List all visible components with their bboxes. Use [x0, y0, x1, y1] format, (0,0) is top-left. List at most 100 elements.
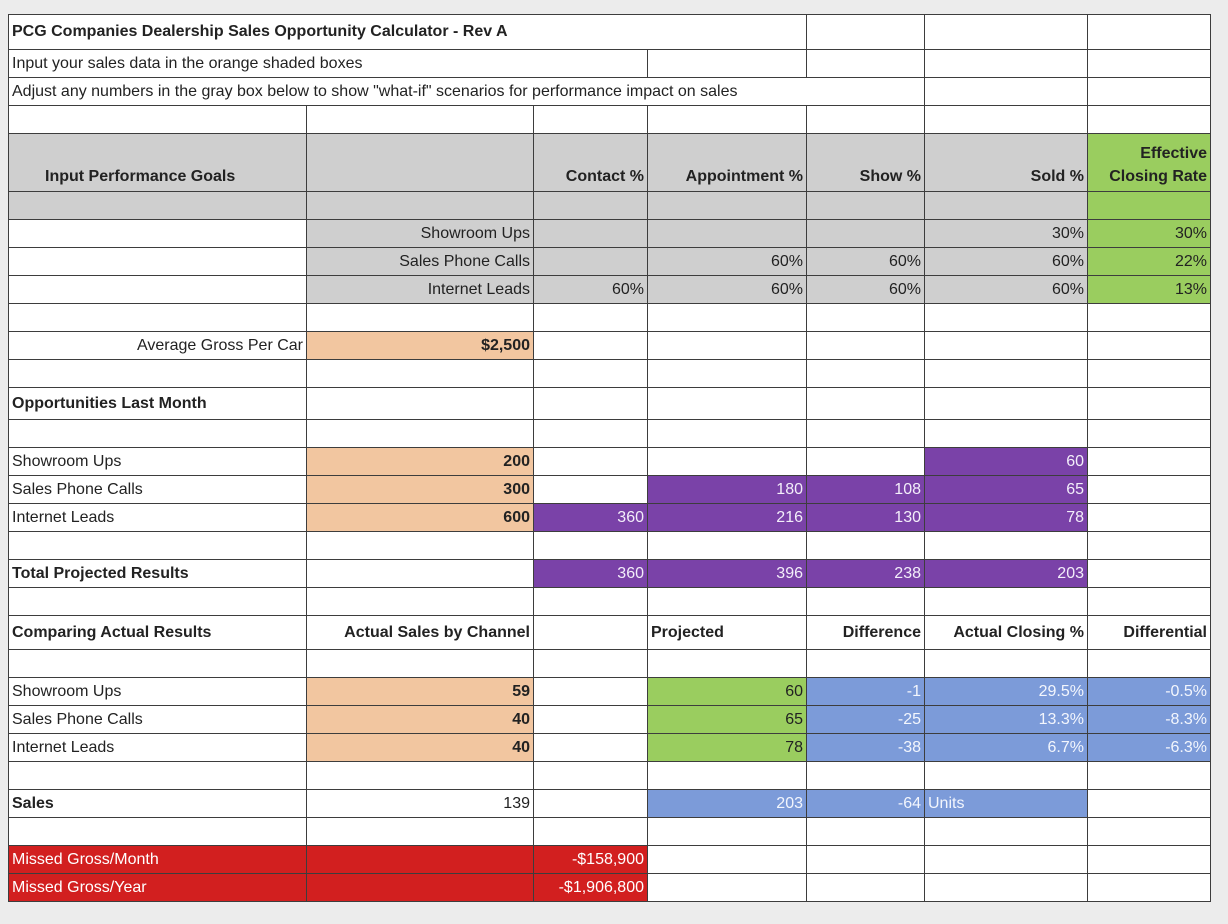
opportunity-contact[interactable]	[533, 475, 648, 504]
cell[interactable]	[806, 845, 925, 874]
cell[interactable]	[806, 587, 925, 616]
cell[interactable]	[533, 419, 648, 448]
cell[interactable]	[806, 761, 925, 790]
goal-contact[interactable]: 60%	[533, 275, 648, 304]
cell[interactable]	[924, 387, 1088, 420]
cell[interactable]	[1087, 649, 1211, 678]
cell[interactable]	[533, 705, 648, 734]
cell[interactable]	[1087, 475, 1211, 504]
cell[interactable]	[306, 387, 534, 420]
cell[interactable]	[1087, 331, 1211, 360]
actual-sales-input[interactable]: 40	[306, 733, 534, 762]
goal-sold[interactable]: 60%	[924, 275, 1088, 304]
cell[interactable]	[647, 845, 807, 874]
goal-show[interactable]	[806, 219, 925, 248]
cell[interactable]	[8, 105, 307, 134]
cell[interactable]	[306, 587, 534, 616]
cell[interactable]	[806, 387, 925, 420]
goal-contact[interactable]	[533, 219, 648, 248]
goal-appointment[interactable]: 60%	[647, 275, 807, 304]
cell[interactable]	[1087, 419, 1211, 448]
cell[interactable]	[806, 531, 925, 560]
cell[interactable]	[806, 873, 925, 902]
goal-show[interactable]: 60%	[806, 247, 925, 276]
cell[interactable]	[8, 303, 307, 332]
actual-sales-input[interactable]: 40	[306, 705, 534, 734]
cell[interactable]	[1087, 845, 1211, 874]
cell[interactable]	[806, 191, 925, 220]
cell[interactable]	[8, 419, 307, 448]
cell[interactable]	[1087, 387, 1211, 420]
cell[interactable]	[647, 419, 807, 448]
cell[interactable]	[647, 387, 807, 420]
opportunity-appointment[interactable]	[647, 447, 807, 476]
cell[interactable]	[1087, 531, 1211, 560]
opportunity-input[interactable]: 300	[306, 475, 534, 504]
cell[interactable]	[647, 49, 807, 78]
goal-appointment[interactable]: 60%	[647, 247, 807, 276]
opportunity-input[interactable]: 600	[306, 503, 534, 532]
cell[interactable]	[924, 105, 1088, 134]
cell[interactable]	[806, 14, 925, 50]
cell[interactable]	[1087, 303, 1211, 332]
avg-gross-input[interactable]: $2,500	[306, 331, 534, 360]
cell[interactable]	[924, 873, 1088, 902]
cell[interactable]	[306, 761, 534, 790]
cell[interactable]	[1087, 14, 1211, 50]
cell[interactable]	[306, 419, 534, 448]
goal-show[interactable]: 60%	[806, 275, 925, 304]
cell[interactable]	[924, 419, 1088, 448]
cell[interactable]	[647, 761, 807, 790]
cell[interactable]	[1087, 559, 1211, 588]
cell[interactable]	[533, 303, 648, 332]
cell[interactable]	[924, 531, 1088, 560]
cell[interactable]	[533, 531, 648, 560]
cell[interactable]	[1087, 359, 1211, 388]
cell[interactable]	[1087, 817, 1211, 846]
opportunity-input[interactable]: 200	[306, 447, 534, 476]
cell[interactable]	[647, 359, 807, 388]
cell[interactable]	[924, 303, 1088, 332]
cell[interactable]	[306, 531, 534, 560]
cell[interactable]	[1087, 447, 1211, 476]
cell[interactable]	[924, 649, 1088, 678]
cell[interactable]	[533, 191, 648, 220]
cell[interactable]	[1087, 77, 1211, 106]
cell[interactable]	[924, 77, 1088, 106]
cell[interactable]	[806, 303, 925, 332]
cell[interactable]	[647, 817, 807, 846]
cell[interactable]	[8, 275, 307, 304]
cell[interactable]	[1087, 49, 1211, 78]
cell[interactable]	[533, 359, 648, 388]
cell[interactable]	[806, 649, 925, 678]
cell[interactable]	[647, 873, 807, 902]
cell[interactable]	[8, 359, 307, 388]
cell[interactable]	[924, 845, 1088, 874]
cell[interactable]	[924, 359, 1088, 388]
opportunity-show[interactable]	[806, 447, 925, 476]
cell[interactable]	[306, 105, 534, 134]
cell[interactable]	[533, 677, 648, 706]
cell[interactable]	[1087, 191, 1211, 220]
cell[interactable]	[924, 761, 1088, 790]
cell[interactable]	[533, 587, 648, 616]
cell[interactable]	[306, 649, 534, 678]
cell[interactable]	[1087, 789, 1211, 818]
opportunity-contact[interactable]	[533, 447, 648, 476]
cell[interactable]	[924, 331, 1088, 360]
cell[interactable]	[647, 105, 807, 134]
goal-appointment[interactable]	[647, 219, 807, 248]
cell[interactable]	[306, 359, 534, 388]
cell[interactable]	[306, 191, 534, 220]
cell[interactable]	[1087, 873, 1211, 902]
cell[interactable]	[806, 105, 925, 134]
cell[interactable]	[924, 191, 1088, 220]
cell[interactable]	[306, 303, 534, 332]
cell[interactable]	[533, 387, 648, 420]
cell[interactable]	[647, 649, 807, 678]
cell[interactable]	[924, 49, 1088, 78]
cell[interactable]	[1087, 105, 1211, 134]
actual-sales-input[interactable]: 59	[306, 677, 534, 706]
cell[interactable]	[8, 761, 307, 790]
cell[interactable]	[924, 587, 1088, 616]
